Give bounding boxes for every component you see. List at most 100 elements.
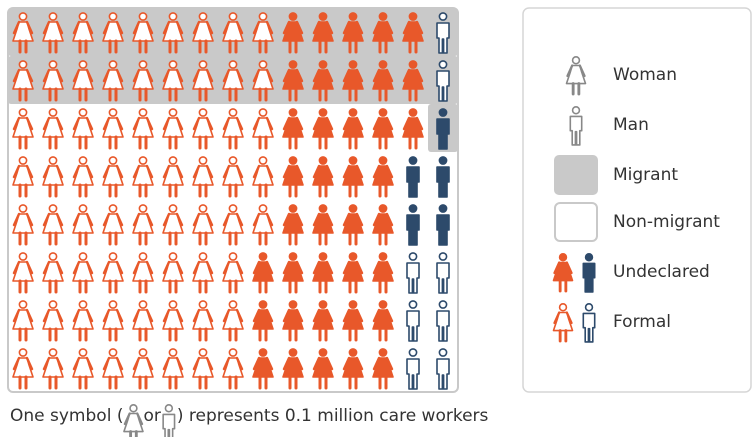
head	[288, 300, 298, 309]
legs	[48, 231, 58, 246]
head	[48, 348, 58, 357]
person-icon	[12, 204, 34, 246]
head	[584, 303, 594, 312]
legs	[408, 39, 418, 54]
legs	[318, 135, 328, 150]
legs	[168, 231, 178, 246]
person-icon	[282, 12, 304, 54]
person-icon	[42, 348, 64, 390]
arms	[282, 356, 304, 371]
legend-woman: Woman	[613, 65, 677, 85]
person-icon	[222, 156, 244, 198]
legs	[138, 87, 148, 102]
person-icon	[12, 348, 34, 390]
legend-non-migrant: Non-migrant	[613, 212, 720, 232]
head	[228, 12, 238, 21]
arms	[123, 412, 144, 426]
arms	[252, 164, 274, 179]
arms	[282, 308, 304, 323]
person-icon	[282, 252, 304, 294]
head	[318, 300, 328, 309]
arms	[132, 308, 154, 323]
person-icon	[42, 60, 64, 102]
arms	[282, 212, 304, 227]
legs	[378, 327, 388, 342]
person-icon	[132, 204, 154, 246]
head	[438, 156, 448, 165]
head	[228, 156, 238, 165]
legend-formal: Formal	[613, 312, 671, 332]
person-icon	[282, 300, 304, 342]
legs	[78, 279, 88, 294]
legs	[48, 135, 58, 150]
person-icon	[406, 300, 420, 342]
legs	[18, 135, 28, 150]
person-icon	[192, 60, 214, 102]
legs	[258, 279, 268, 294]
person-icon	[252, 156, 274, 198]
person-icon	[342, 156, 364, 198]
legs	[378, 183, 388, 198]
body	[406, 166, 420, 198]
arms	[282, 116, 304, 131]
head	[378, 204, 388, 213]
arms	[72, 356, 94, 371]
head	[348, 156, 358, 165]
head	[18, 60, 28, 69]
arms	[222, 260, 244, 275]
arms	[312, 68, 334, 83]
body	[436, 358, 450, 390]
arms	[372, 68, 394, 83]
head	[48, 12, 58, 21]
legs	[108, 183, 118, 198]
arms	[132, 164, 154, 179]
person-icon	[42, 252, 64, 294]
arms	[192, 20, 214, 35]
arms	[162, 116, 184, 131]
head	[228, 252, 238, 261]
arms	[42, 20, 64, 35]
legs	[78, 135, 88, 150]
arms	[162, 212, 184, 227]
head	[348, 252, 358, 261]
head	[571, 56, 581, 65]
head	[168, 348, 178, 357]
body	[436, 166, 450, 198]
legs	[168, 279, 178, 294]
head	[438, 252, 448, 261]
arms	[222, 164, 244, 179]
head	[438, 12, 448, 21]
head	[318, 252, 328, 261]
head	[408, 108, 418, 117]
body	[582, 262, 596, 293]
dress	[123, 412, 144, 433]
person-icon	[406, 204, 420, 246]
head	[198, 348, 208, 357]
legs	[138, 135, 148, 150]
arms	[342, 212, 364, 227]
head	[408, 300, 418, 309]
head	[318, 156, 328, 165]
head	[438, 60, 448, 69]
person-icon	[282, 204, 304, 246]
head	[258, 300, 268, 309]
legs	[48, 183, 58, 198]
legs	[108, 231, 118, 246]
arms	[42, 68, 64, 83]
person-icon	[132, 348, 154, 390]
legs	[288, 183, 298, 198]
arms	[102, 164, 124, 179]
head	[108, 108, 118, 117]
legs	[78, 327, 88, 342]
person-icon	[312, 60, 334, 102]
head	[258, 60, 268, 69]
person-icon	[72, 60, 94, 102]
head	[168, 204, 178, 213]
legs	[48, 375, 58, 390]
body	[406, 358, 420, 390]
legend-undeclared-icon	[552, 253, 574, 293]
legs	[228, 375, 238, 390]
head	[378, 300, 388, 309]
person-icon	[402, 60, 424, 102]
legs	[18, 327, 28, 342]
